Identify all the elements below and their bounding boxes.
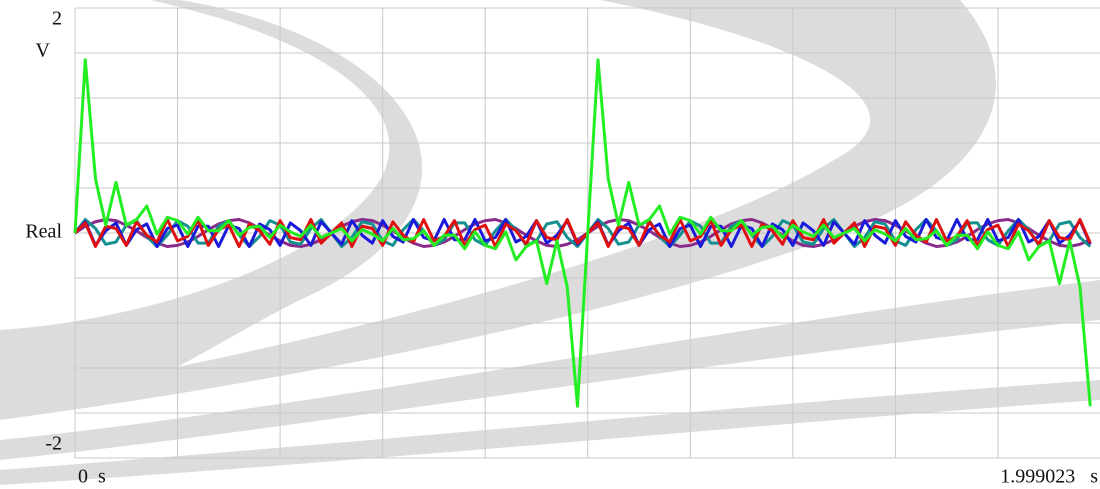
grid — [74, 7, 1100, 459]
y-axis-unit: V — [36, 40, 51, 62]
tick-labels: 2 Real -2 0 s 1.999023 s — [25, 8, 1098, 488]
x-tick-label: 0 s — [78, 466, 106, 488]
y-tick-label: 2 — [52, 8, 62, 30]
x-tick-label: 1.999023 s — [1000, 466, 1098, 488]
signal-line — [73, 58, 1092, 408]
plot-lines — [73, 58, 1092, 408]
y-tick-label: Real — [25, 221, 62, 243]
y-tick-label: -2 — [45, 433, 62, 455]
